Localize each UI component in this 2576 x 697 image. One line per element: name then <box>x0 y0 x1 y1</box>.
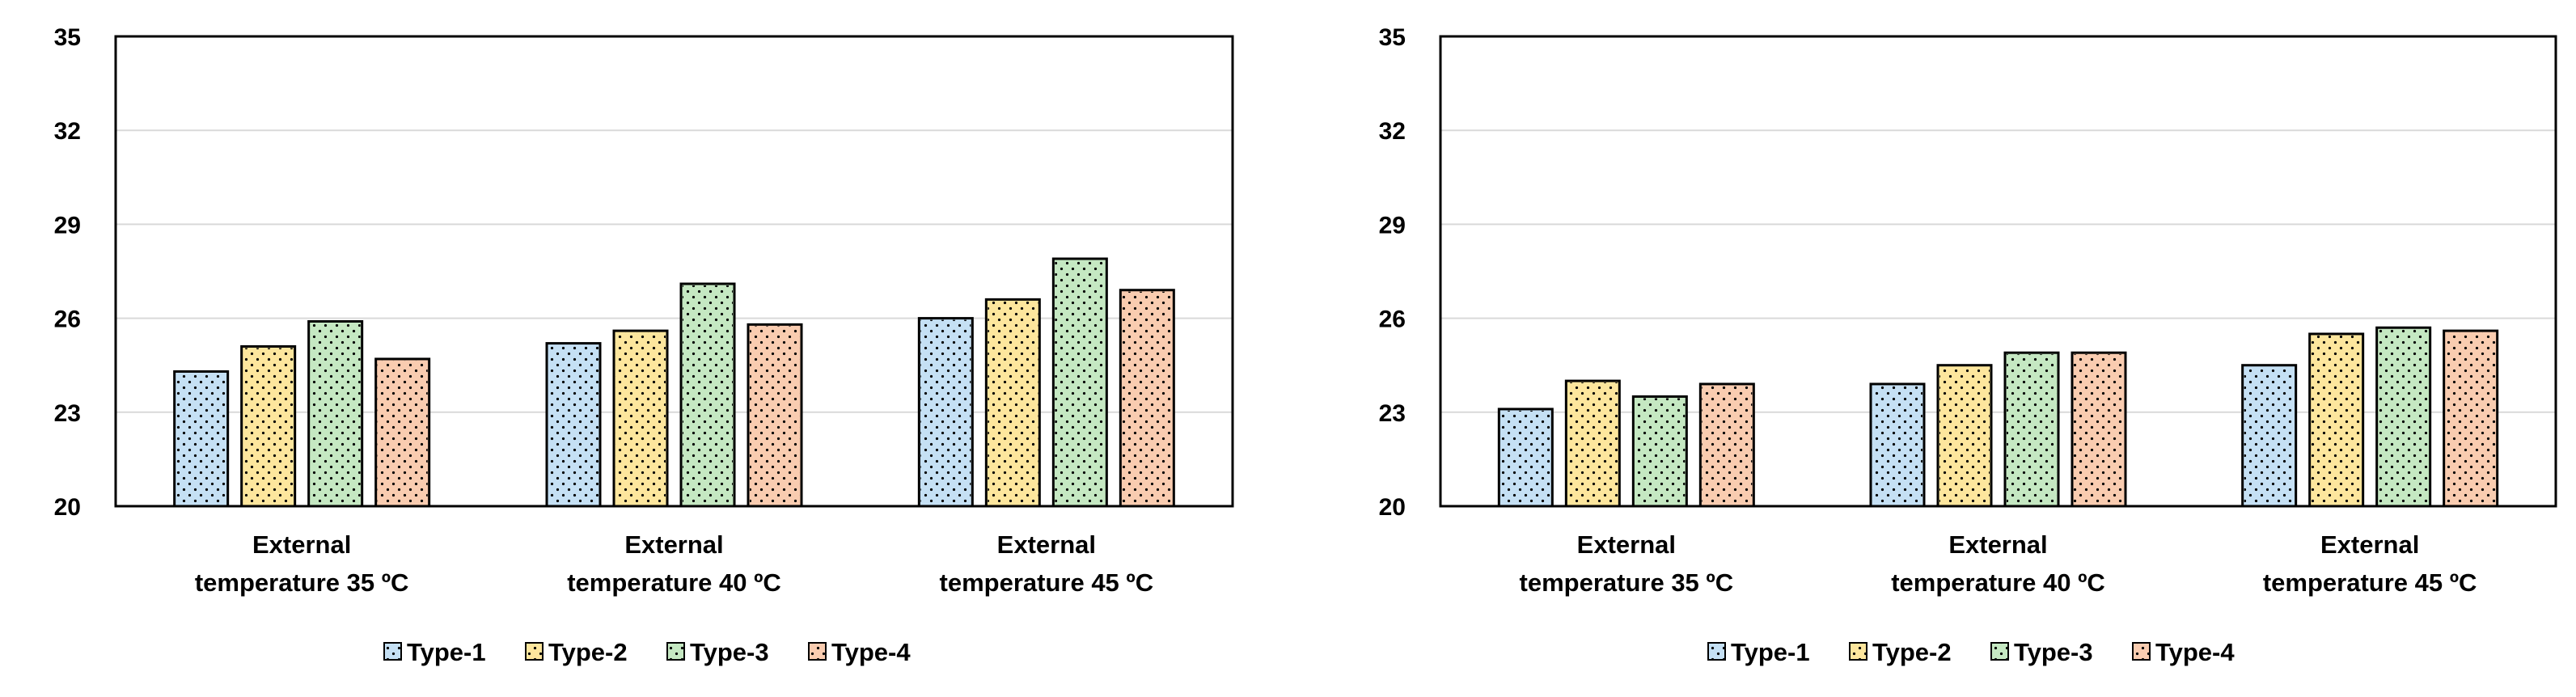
legend-label-type-1: Type-1 <box>407 638 486 666</box>
y-tick-label: 35 <box>54 24 81 51</box>
y-tick-label: 20 <box>54 494 81 521</box>
bar-dot-pattern <box>2007 354 2057 505</box>
bar-dot-pattern <box>1122 291 1173 505</box>
legend-label-type-3: Type-3 <box>2014 638 2093 666</box>
bar-dot-pattern <box>2445 332 2496 505</box>
legend-swatch-pattern <box>1709 644 1724 659</box>
x-category-label: temperature 45 ºC <box>940 568 1154 597</box>
y-tick-label: 26 <box>54 306 81 333</box>
legend-swatch-pattern <box>527 644 542 659</box>
bar-dot-pattern <box>1500 410 1551 505</box>
y-tick-label: 32 <box>54 118 81 145</box>
bar-dot-pattern <box>920 319 971 505</box>
y-tick-label: 35 <box>1379 24 1406 51</box>
y-tick-label: 20 <box>1379 494 1406 521</box>
x-category-label: temperature 40 ºC <box>567 568 781 597</box>
y-tick-label: 23 <box>54 400 81 427</box>
legend-label-type-4: Type-4 <box>2155 638 2235 666</box>
bar-dot-pattern <box>2378 329 2429 505</box>
bar-dot-pattern <box>615 332 666 505</box>
bar-dot-pattern <box>2311 335 2362 505</box>
bar-dot-pattern <box>2244 366 2295 505</box>
bar-dot-pattern <box>1567 382 1618 505</box>
bar-dot-pattern <box>683 285 733 505</box>
legend-label-type-1: Type-1 <box>1731 638 1810 666</box>
plot-area-frame <box>1439 35 2557 508</box>
bar-dot-pattern <box>310 323 361 505</box>
bar-dot-pattern <box>1635 398 1686 505</box>
x-category-label: temperature 35 ºC <box>1520 568 1734 597</box>
bar-dot-pattern <box>1055 260 1106 505</box>
y-tick-label: 23 <box>1379 400 1406 427</box>
bar-dot-pattern <box>1872 385 1922 505</box>
y-tick-label: 29 <box>54 212 81 239</box>
x-category-label: External <box>624 530 723 559</box>
bar-dot-pattern <box>2074 354 2124 505</box>
legend-swatch-pattern <box>2134 644 2149 659</box>
x-category-label: External <box>997 530 1096 559</box>
bar-dot-pattern <box>750 326 800 505</box>
y-tick-label: 26 <box>1379 306 1406 333</box>
x-category-label: External <box>2320 530 2419 559</box>
legend-label-type-2: Type-2 <box>548 638 628 666</box>
right-bar-chart: 20 23 26 29 32 35 External temperature 35 ºC Ext… <box>1379 24 2557 666</box>
bar-dot-pattern <box>548 344 599 505</box>
bar-dot-pattern <box>1939 366 1990 505</box>
y-tick-label: 32 <box>1379 118 1406 145</box>
bar-dot-pattern <box>377 360 428 505</box>
legend-label-type-4: Type-4 <box>831 638 911 666</box>
plot-area-frame <box>114 35 1234 508</box>
legend-swatch-pattern <box>1992 644 2007 659</box>
bar-dot-pattern <box>176 373 226 505</box>
x-category-label: External <box>252 530 351 559</box>
x-category-label: temperature 35 ºC <box>195 568 409 597</box>
x-category-label: temperature 40 ºC <box>1891 568 2105 597</box>
x-category-label: External <box>1948 530 2047 559</box>
left-bar-chart: 20 23 26 29 32 35 External temperature 35 ºC Ext… <box>54 24 1234 666</box>
bar-dot-pattern <box>243 348 294 505</box>
legend-swatch-pattern <box>385 644 400 659</box>
bar-dot-pattern <box>1702 385 1753 505</box>
legend-label-type-3: Type-3 <box>690 638 769 666</box>
legend-label-type-2: Type-2 <box>1872 638 1952 666</box>
bar-dot-pattern <box>988 301 1038 505</box>
y-tick-label: 29 <box>1379 212 1406 239</box>
x-category-label: temperature 45 ºC <box>2263 568 2477 597</box>
x-category-label: External <box>1577 530 1676 559</box>
legend-swatch-pattern <box>1851 644 1866 659</box>
legend-swatch-pattern <box>668 644 683 659</box>
legend-swatch-pattern <box>810 644 825 659</box>
